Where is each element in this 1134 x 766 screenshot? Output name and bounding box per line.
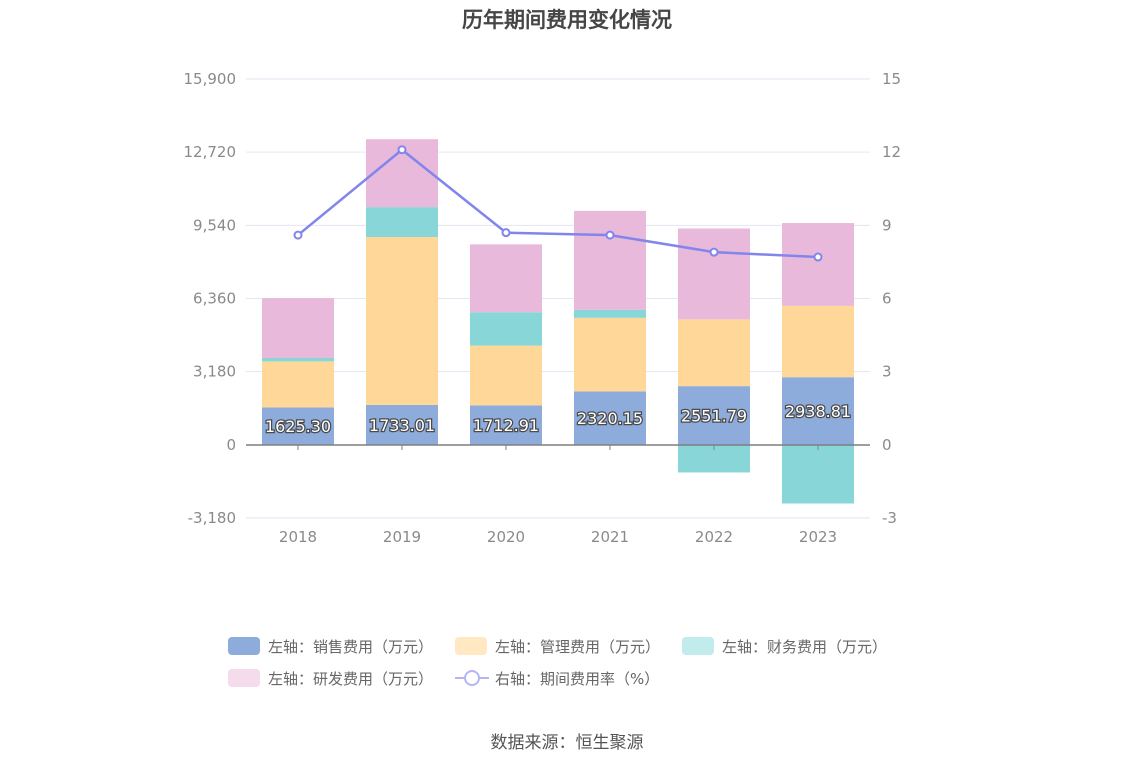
bar-segment-3: [782, 444, 854, 504]
legend-swatch-sales: [228, 637, 260, 655]
right-tick-label: 9: [882, 216, 892, 234]
bar-segment-1: [678, 386, 750, 445]
bar-segment-3: [366, 207, 438, 237]
bar-segment-1: [470, 405, 542, 445]
legend-item-admin[interactable]: 左轴：管理费用（万元）: [455, 636, 660, 657]
bar-segment-3: [574, 309, 646, 318]
rate-point: [605, 230, 615, 240]
right-tick-label: 15: [882, 70, 901, 88]
bar-segment-4: [470, 244, 542, 313]
legend-label-sales: 左轴：销售费用（万元）: [268, 637, 434, 656]
right-tick-label: -3: [882, 509, 897, 527]
legend-line-marker-icon: [455, 669, 490, 687]
chart-canvas: 15,900 15 12,720 12 9,540 9 6,360 6 3,180 3 0 0 -3,1…: [184, 70, 902, 546]
bar-segment-4: [782, 223, 854, 306]
data-label: 2938.81: [785, 402, 851, 421]
bar-segment-3: [262, 357, 334, 362]
bar-segment-4: [262, 298, 334, 358]
bar-segment-2: [262, 361, 334, 408]
bar-segment-2: [678, 319, 750, 387]
legend-label-rate: 右轴：期间费用率（%）: [495, 669, 660, 688]
bar-segment-4: [574, 210, 646, 310]
left-tick-label: 3,180: [193, 363, 236, 381]
data-label: 2551.79: [681, 406, 747, 425]
rate-line: [297, 148, 819, 259]
right-tick-label: 3: [882, 363, 892, 381]
bar-segment-3: [470, 312, 542, 346]
left-tick-label: 6,360: [193, 290, 236, 308]
bar-segment-4: [678, 228, 750, 320]
bar-segment-1: [262, 407, 334, 445]
bar-segment-1: [574, 391, 646, 445]
legend-swatch-rnd: [228, 669, 260, 687]
bar-segment-2: [470, 345, 542, 406]
legend-item-rnd[interactable]: 左轴：研发费用（万元）: [228, 668, 433, 689]
left-tick-label: 9,540: [193, 216, 236, 234]
left-tick-label: 15,900: [184, 70, 237, 88]
rate-point: [501, 228, 511, 238]
data-label: 1625.30: [265, 417, 331, 436]
left-tick-label: 0: [226, 436, 236, 454]
rate-point: [813, 252, 823, 262]
chart-title: 历年期间费用变化情况: [462, 8, 672, 32]
legend-item-finance[interactable]: 左轴：财务费用（万元）: [682, 636, 887, 657]
right-tick-label: 12: [882, 143, 901, 161]
x-tick-label: 2021: [591, 528, 629, 546]
legend-item-sales[interactable]: 左轴：销售费用（万元）: [228, 636, 433, 657]
rate-point: [709, 247, 719, 257]
legend: 左轴：销售费用（万元） 左轴：管理费用（万元） 左轴：财务费用（万元） 左轴：研…: [228, 630, 928, 694]
x-tick-label: 2022: [695, 528, 733, 546]
right-tick-label: 0: [882, 436, 892, 454]
bar-segment-1: [366, 404, 438, 445]
bar-segment-2: [782, 305, 854, 378]
legend-swatch-finance: [682, 637, 715, 655]
data-label: 1733.01: [369, 416, 435, 435]
data-label: 1712.91: [473, 416, 539, 435]
bar-segment-1: [782, 377, 854, 445]
x-tick-label: 2020: [487, 528, 525, 546]
legend-label-rnd: 左轴：研发费用（万元）: [268, 669, 434, 688]
legend-swatch-admin: [455, 637, 488, 655]
left-tick-label: -3,180: [188, 509, 236, 527]
rate-point: [293, 230, 303, 240]
x-tick-label: 2023: [799, 528, 837, 546]
rate-point: [397, 145, 407, 155]
legend-label-finance: 左轴：财务费用（万元）: [722, 637, 888, 656]
x-tick-label: 2019: [383, 528, 421, 546]
legend-label-admin: 左轴：管理费用（万元）: [495, 637, 661, 656]
data-label: 2320.15: [577, 409, 643, 428]
right-tick-label: 6: [882, 290, 892, 308]
source-note: 数据来源：恒生聚源: [490, 733, 644, 753]
bar-segment-2: [366, 236, 438, 405]
x-tick-label: 2018: [279, 528, 317, 546]
legend-item-rate[interactable]: 右轴：期间费用率（%）: [455, 668, 659, 689]
bar-segment-2: [574, 317, 646, 392]
left-tick-label: 12,720: [184, 143, 237, 161]
